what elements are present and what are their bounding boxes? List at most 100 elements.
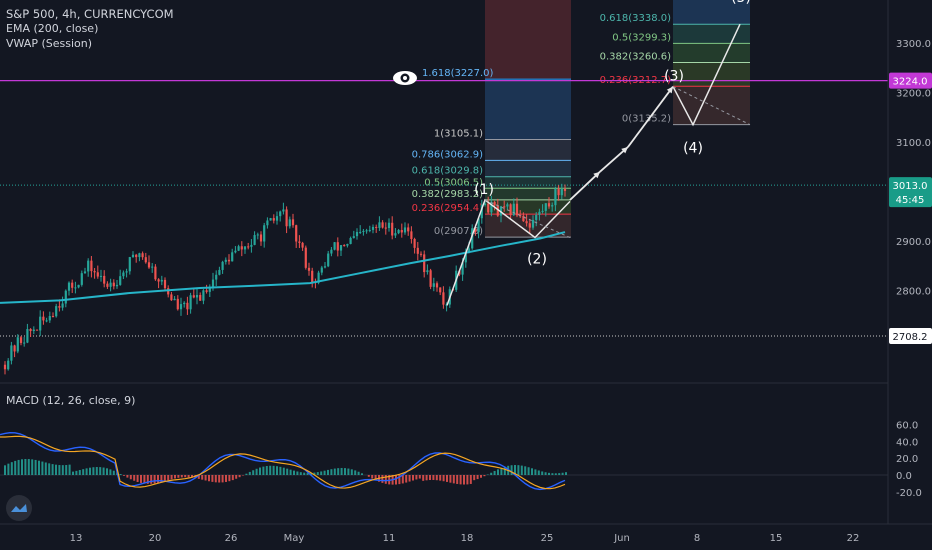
macd-histogram-bar: [524, 466, 527, 475]
candle-body: [352, 236, 355, 238]
current-price-bg: [889, 177, 932, 208]
macd-histogram-bar: [248, 471, 251, 475]
macd-histogram-bar: [265, 466, 268, 475]
macd-histogram-bar: [126, 475, 129, 478]
candle-body: [295, 225, 298, 242]
macd-histogram-bar: [184, 475, 187, 478]
macd-histogram-bar: [374, 475, 377, 481]
macd-histogram-bar: [17, 459, 20, 475]
macd-histogram-bar: [558, 473, 561, 475]
macd-histogram-bar: [486, 474, 489, 475]
price-axis-tick: 3200.0: [896, 89, 931, 100]
candle-body: [509, 204, 512, 216]
indicator-ema-label[interactable]: EMA (200, close): [6, 22, 99, 35]
candle-body: [160, 279, 163, 282]
price-axis-tick: 2800.0: [896, 287, 931, 298]
candle-body: [205, 290, 208, 292]
macd-histogram-bar: [85, 468, 88, 475]
tradingview-logo-icon[interactable]: [6, 495, 32, 521]
price-axis-tick: 3300.0: [896, 39, 931, 50]
time-axis-tick: 18: [461, 533, 474, 544]
candle-body: [474, 228, 477, 233]
candle-body: [563, 188, 567, 191]
macd-histogram-bar: [211, 475, 214, 482]
candle-body: [560, 188, 563, 196]
macd-histogram-bar: [327, 469, 329, 475]
candle-body: [90, 260, 93, 272]
macd-histogram-bar: [163, 475, 166, 482]
macd-histogram-bar: [320, 471, 323, 475]
candle-body: [493, 201, 496, 206]
macd-histogram-bar: [109, 469, 112, 475]
candle-body: [528, 223, 531, 228]
macd-histogram-bar: [381, 475, 384, 483]
candle-body: [397, 230, 400, 234]
candle-body: [125, 271, 128, 273]
macd-histogram-bar: [225, 475, 227, 482]
projection-arrow: [627, 86, 674, 148]
indicator-vwap-label[interactable]: VWAP (Session): [6, 37, 93, 50]
macd-histogram-bar: [255, 468, 258, 475]
candle-body: [157, 279, 160, 282]
macd-histogram-bar: [75, 470, 78, 475]
macd-histogram-bar: [463, 475, 465, 485]
candle-body: [179, 304, 183, 310]
macd-histogram-bar: [357, 471, 360, 475]
wave-3-5-path: [672, 23, 741, 127]
macd-histogram-bar: [99, 467, 102, 475]
candle-body: [80, 273, 83, 285]
candle-body: [250, 244, 253, 247]
countdown-label: 45:45: [896, 195, 925, 206]
candle-body: [343, 245, 346, 247]
macd-axis-tick: 60.0: [896, 420, 918, 431]
wave-label: (5): [731, 0, 751, 6]
macd-histogram-bar: [65, 465, 68, 475]
candle-body: [224, 259, 227, 262]
macd-histogram-bar: [58, 465, 61, 475]
macd-histogram-bar: [259, 467, 261, 475]
candle-body: [304, 247, 307, 268]
macd-histogram-bar: [473, 475, 476, 481]
candle-body: [151, 266, 154, 268]
macd-histogram-bar: [150, 475, 153, 484]
macd-histogram-bar: [395, 475, 397, 485]
macd-histogram-bar: [354, 470, 357, 475]
macd-histogram-bar: [425, 475, 428, 481]
fib-label: 0.618(3029.8): [412, 166, 484, 177]
macd-histogram-bar: [187, 475, 190, 478]
candle-body: [42, 316, 45, 321]
macd-histogram-bar: [350, 469, 353, 475]
candle-body: [170, 294, 173, 301]
macd-histogram-bar: [384, 475, 387, 484]
macd-histogram-bar: [439, 475, 442, 481]
price-axis-tick: 2900.0: [896, 237, 931, 248]
macd-histogram-bar: [269, 465, 272, 475]
candle-body: [464, 251, 467, 263]
candle-body: [256, 234, 259, 236]
candle-body: [163, 279, 167, 289]
macd-histogram-bar: [252, 470, 255, 475]
candle-body: [375, 226, 378, 228]
macd-histogram-bar: [466, 475, 469, 485]
macd-histogram-bar: [361, 473, 363, 475]
macd-histogram-bar: [330, 469, 333, 475]
candle-body: [240, 246, 243, 250]
macd-histogram-bar: [282, 467, 285, 475]
macd-histogram-bar: [551, 473, 554, 475]
macd-histogram-bar: [497, 469, 499, 475]
macd-histogram-bar: [92, 467, 95, 475]
macd-indicator-label[interactable]: MACD (12, 26, close, 9): [6, 394, 136, 407]
candle-body: [272, 218, 275, 221]
candle-body: [215, 274, 218, 280]
candle-body: [71, 282, 74, 288]
macd-histogram-bar: [412, 475, 414, 481]
candle-body: [234, 250, 237, 253]
fib-label: 0.5(3006.5): [424, 177, 483, 188]
macd-histogram-bar: [140, 475, 142, 483]
macd-histogram-bar: [316, 472, 319, 475]
candle-body: [285, 209, 288, 227]
macd-histogram-bar: [313, 472, 316, 475]
candle-body: [173, 298, 176, 301]
fib-label: 0.236(2954.4): [412, 203, 484, 214]
